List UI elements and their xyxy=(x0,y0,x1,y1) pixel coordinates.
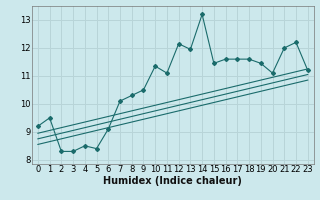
X-axis label: Humidex (Indice chaleur): Humidex (Indice chaleur) xyxy=(103,176,242,186)
